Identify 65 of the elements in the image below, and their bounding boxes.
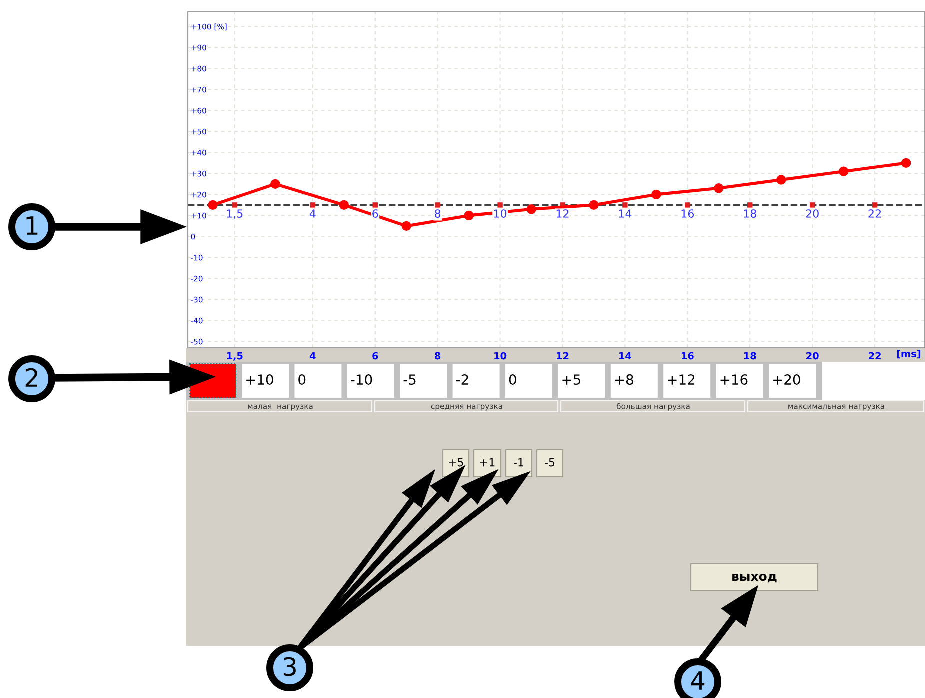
text: -5 xyxy=(404,374,416,386)
point xyxy=(685,202,690,208)
point xyxy=(498,202,503,208)
point xyxy=(208,200,218,210)
point xyxy=(872,202,878,208)
text: +5 xyxy=(562,374,580,386)
text: -1 xyxy=(514,458,524,467)
point xyxy=(270,179,280,190)
point xyxy=(339,200,350,210)
text: +8 xyxy=(615,374,634,386)
x-tick-label: 12 xyxy=(557,352,569,360)
x2-tick-label: 22 xyxy=(868,210,881,218)
x2-tick-label: 6 xyxy=(372,210,378,218)
text: 2 xyxy=(26,368,38,387)
point xyxy=(464,210,474,221)
point xyxy=(714,184,724,194)
x-axis-title: [ms] xyxy=(897,350,920,359)
x-tick-label: 6 xyxy=(372,352,378,360)
x-tick-label: 10 xyxy=(494,352,507,360)
point xyxy=(402,221,412,232)
text: 1 xyxy=(26,216,38,235)
text: +1 xyxy=(480,458,495,467)
point xyxy=(622,202,628,208)
point xyxy=(372,202,378,208)
x-tick-label: 4 xyxy=(310,352,316,360)
x2-tick-label: 14 xyxy=(619,210,632,218)
point xyxy=(838,166,849,176)
x2-tick-label: 20 xyxy=(806,210,819,218)
point xyxy=(589,200,599,210)
text: -5 xyxy=(545,458,555,467)
x2-tick-label: 12 xyxy=(556,210,569,218)
x2-tick-label: 8 xyxy=(435,210,441,218)
text: 4 xyxy=(691,672,705,690)
text: 0 xyxy=(298,374,306,386)
x-tick-label: 14 xyxy=(620,352,632,360)
point xyxy=(232,202,238,208)
x-tick-label: 22 xyxy=(869,352,881,360)
x2-tick-label: 10 xyxy=(494,210,507,218)
text: +10 xyxy=(246,374,274,386)
point xyxy=(652,190,662,200)
point xyxy=(810,202,816,208)
x-tick-label: 20 xyxy=(806,352,819,360)
x-tick-label: 16 xyxy=(682,352,694,360)
text: +12 xyxy=(668,374,695,385)
point xyxy=(748,202,753,208)
text: 3 xyxy=(284,657,296,676)
point xyxy=(435,202,440,208)
point xyxy=(526,204,536,214)
x2-tick-label: 4 xyxy=(310,210,316,218)
x2-tick-label: 1,5 xyxy=(227,210,243,220)
x-tick-label: 8 xyxy=(435,352,441,360)
text: 0 xyxy=(509,374,516,386)
x-tick-label: 1,5 xyxy=(227,352,243,361)
x2-tick-label: 16 xyxy=(682,210,694,218)
point xyxy=(310,202,316,208)
point xyxy=(776,175,786,185)
text: +20 xyxy=(773,374,800,386)
text: -2 xyxy=(456,374,468,385)
point xyxy=(901,158,912,168)
text: -10 xyxy=(351,374,372,386)
text: выход xyxy=(732,574,777,583)
x2-tick-label: 18 xyxy=(744,210,756,218)
x-tick-label: 18 xyxy=(744,352,756,360)
text: +5 xyxy=(448,458,464,467)
text: +16 xyxy=(720,374,748,386)
